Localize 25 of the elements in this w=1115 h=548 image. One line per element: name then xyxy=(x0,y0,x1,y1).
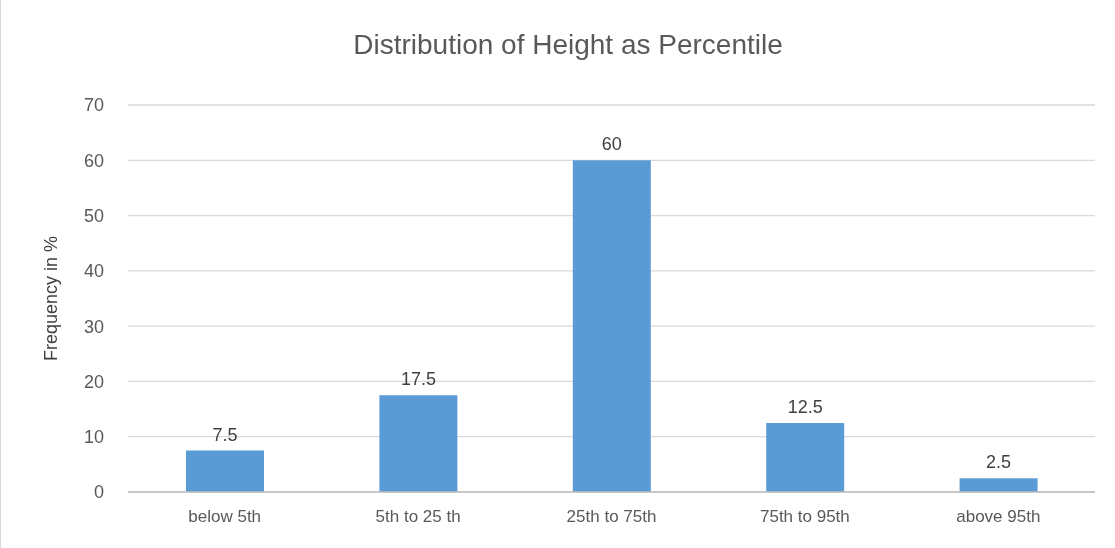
y-tick-label: 30 xyxy=(83,316,104,337)
x-tick-label: below 5th xyxy=(188,507,262,527)
bar xyxy=(379,395,458,492)
data-label: 60 xyxy=(601,134,622,155)
y-tick-label: 20 xyxy=(83,371,104,392)
y-tick-label: 60 xyxy=(83,150,104,171)
y-tick-label: 10 xyxy=(83,427,104,448)
y-axis-title: Frequency in % xyxy=(41,235,62,362)
bar xyxy=(766,422,845,492)
bar xyxy=(572,160,651,492)
data-label: 17.5 xyxy=(400,369,436,390)
y-tick-label: 40 xyxy=(83,261,104,282)
y-tick-label: 70 xyxy=(83,95,104,116)
bar xyxy=(186,450,264,492)
y-tick-label: 0 xyxy=(93,482,104,503)
bar xyxy=(959,478,1038,492)
data-label: 7.5 xyxy=(212,424,238,445)
y-tick-label: 50 xyxy=(83,205,104,226)
x-tick-label: 75th to 95th xyxy=(759,507,850,527)
data-label: 2.5 xyxy=(986,452,1012,473)
data-label: 12.5 xyxy=(787,396,823,417)
x-tick-label: 5th to 25 th xyxy=(375,507,461,527)
x-tick-label: above 95th xyxy=(956,507,1041,527)
chart-title: Distribution of Height as Percentile xyxy=(352,28,784,62)
x-tick-label: 25th to 75th xyxy=(566,507,657,527)
